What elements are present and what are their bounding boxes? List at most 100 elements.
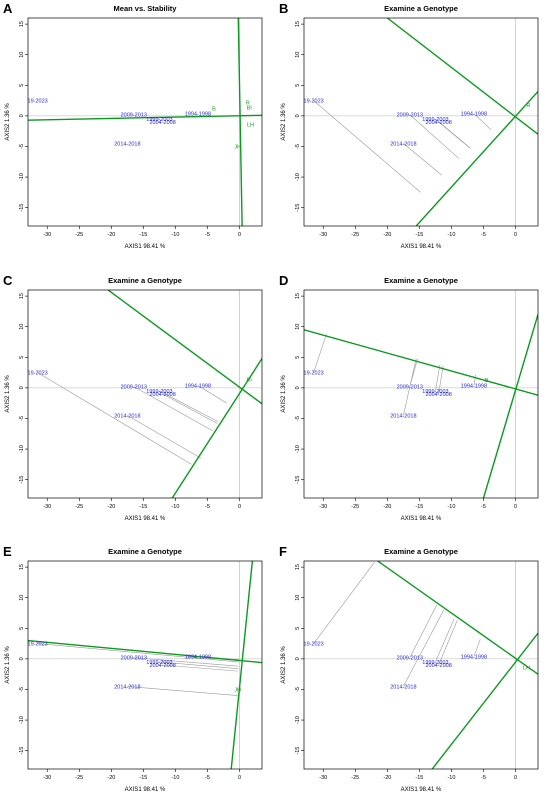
environment-label: 1999-2003 <box>146 117 172 123</box>
environment-label: 2004-2008 <box>425 120 451 126</box>
x-axis-label: AXIS1 98.41 % <box>125 244 166 250</box>
x-tick-label: -15 <box>415 504 423 510</box>
environment-label: 2014-2018 <box>390 684 416 690</box>
panel-letter: E <box>3 544 12 559</box>
panel-letter: C <box>3 273 13 288</box>
y-tick-label: 15 <box>19 564 25 570</box>
projection-line <box>313 333 327 373</box>
environment-label: 2004-2008 <box>149 663 175 669</box>
projection-line <box>473 374 477 386</box>
y-tick-label: 0 <box>19 657 25 660</box>
y-tick-label: -5 <box>295 144 301 149</box>
genotype-label: LH <box>523 665 530 671</box>
x-tick-label: -30 <box>319 232 327 238</box>
x-tick-label: -30 <box>43 775 51 781</box>
panel-letter: D <box>279 273 288 288</box>
projection-line <box>37 372 192 465</box>
y-tick-label: 10 <box>19 595 25 601</box>
environment-label: 2014-2018 <box>114 141 140 147</box>
y-tick-label: 5 <box>295 627 301 630</box>
environment-label: 19-2023 <box>28 642 48 648</box>
y-tick-label: -10 <box>19 173 25 181</box>
genotype-label: R <box>246 100 250 106</box>
x-tick-label: -10 <box>171 232 179 238</box>
x-tick-label: -15 <box>139 232 147 238</box>
x-tick-label: 0 <box>238 775 241 781</box>
projection-line <box>159 390 218 422</box>
y-tick-label: 5 <box>19 84 25 87</box>
x-axis-label: AXIS1 98.41 % <box>401 787 442 793</box>
green-axis-line <box>415 90 538 226</box>
y-tick-label: 15 <box>19 21 25 27</box>
plot-frame <box>303 17 539 227</box>
genotype-label: JH <box>234 687 241 693</box>
panel-c: C Examine a Genotype 19-2023 2009-20131999-… <box>3 273 263 522</box>
genotype-label: LH <box>247 122 254 128</box>
environment-label: 2004-2008 <box>425 392 451 398</box>
projection-line <box>162 393 218 424</box>
x-axis-label: AXIS1 98.41 % <box>125 516 166 522</box>
x-tick-label: -15 <box>415 775 423 781</box>
y-tick-label: -15 <box>295 747 301 755</box>
environment-label: 19-2023 <box>28 99 48 105</box>
environment-label: 1994-1998 <box>461 111 487 117</box>
y-tick-label: -10 <box>295 445 301 453</box>
projection-line <box>473 113 492 131</box>
y-axis-label: AXIS2 1.36 % <box>5 646 11 684</box>
environment-label: 19-2023 <box>304 99 324 105</box>
x-tick-label: -5 <box>481 504 486 510</box>
y-axis-label: AXIS2 1.36 % <box>281 646 287 684</box>
y-tick-label: -5 <box>295 687 301 692</box>
panel-title: Examine a Genotype <box>108 547 182 556</box>
y-tick-label: -10 <box>295 173 301 181</box>
environment-label: 1994-1998 <box>185 383 211 389</box>
environment-label: 19-2023 <box>28 371 48 377</box>
panel-letter: B <box>279 1 288 16</box>
green-axis-line <box>386 18 538 135</box>
environment-label: 1994-1998 <box>185 654 211 660</box>
y-tick-label: 0 <box>19 114 25 117</box>
panel-title: Examine a Genotype <box>384 4 458 13</box>
environment-label: 1999-2003 <box>146 389 172 395</box>
y-tick-label: -5 <box>19 144 25 149</box>
plot-frame <box>27 560 263 770</box>
projection-line <box>197 385 227 404</box>
environment-label: 2004-2008 <box>425 663 451 669</box>
plot-frame <box>27 17 263 227</box>
projection-line <box>159 661 239 669</box>
x-tick-label: -25 <box>75 775 83 781</box>
panel-d: D Examine a Genotype 19-2023 2009-20131999-… <box>279 273 539 522</box>
environment-label: 2004-2008 <box>149 392 175 398</box>
genotype-label: B <box>485 378 489 384</box>
x-tick-label: -30 <box>319 775 327 781</box>
environment-label: 2014-2018 <box>390 413 416 419</box>
green-axis-line <box>377 561 538 675</box>
y-tick-label: 0 <box>295 657 301 660</box>
x-tick-label: -20 <box>383 504 391 510</box>
panel-b: B Examine a Genotype 19-2023 2009-20131999-… <box>279 1 539 250</box>
environment-label: 2004-2008 <box>149 120 175 126</box>
panel-title: Examine a Genotype <box>384 547 458 556</box>
y-tick-label: -5 <box>19 687 25 692</box>
x-axis-label: AXIS1 98.41 % <box>401 516 442 522</box>
y-tick-label: 10 <box>295 324 301 330</box>
genotype-label: JH <box>234 144 241 150</box>
y-tick-label: -10 <box>19 445 25 453</box>
green-axis-line <box>304 329 538 396</box>
y-tick-label: -15 <box>295 204 301 212</box>
x-tick-label: -10 <box>447 775 455 781</box>
y-axis-label: AXIS2 1.36 % <box>281 103 287 141</box>
panel-f: F Examine a Genotype 19-2023 2009-20131999-… <box>279 544 539 793</box>
x-tick-label: -20 <box>107 232 115 238</box>
projection-line <box>403 358 417 416</box>
x-tick-label: -5 <box>481 232 486 238</box>
environment-label: 2009-2013 <box>121 113 147 119</box>
projection-line <box>133 657 239 667</box>
green-axis-line <box>107 290 262 405</box>
x-tick-label: -10 <box>171 775 179 781</box>
y-axis-label: AXIS2 1.36 % <box>5 103 11 141</box>
x-tick-label: -30 <box>319 504 327 510</box>
environment-label: 19-2023 <box>304 642 324 648</box>
